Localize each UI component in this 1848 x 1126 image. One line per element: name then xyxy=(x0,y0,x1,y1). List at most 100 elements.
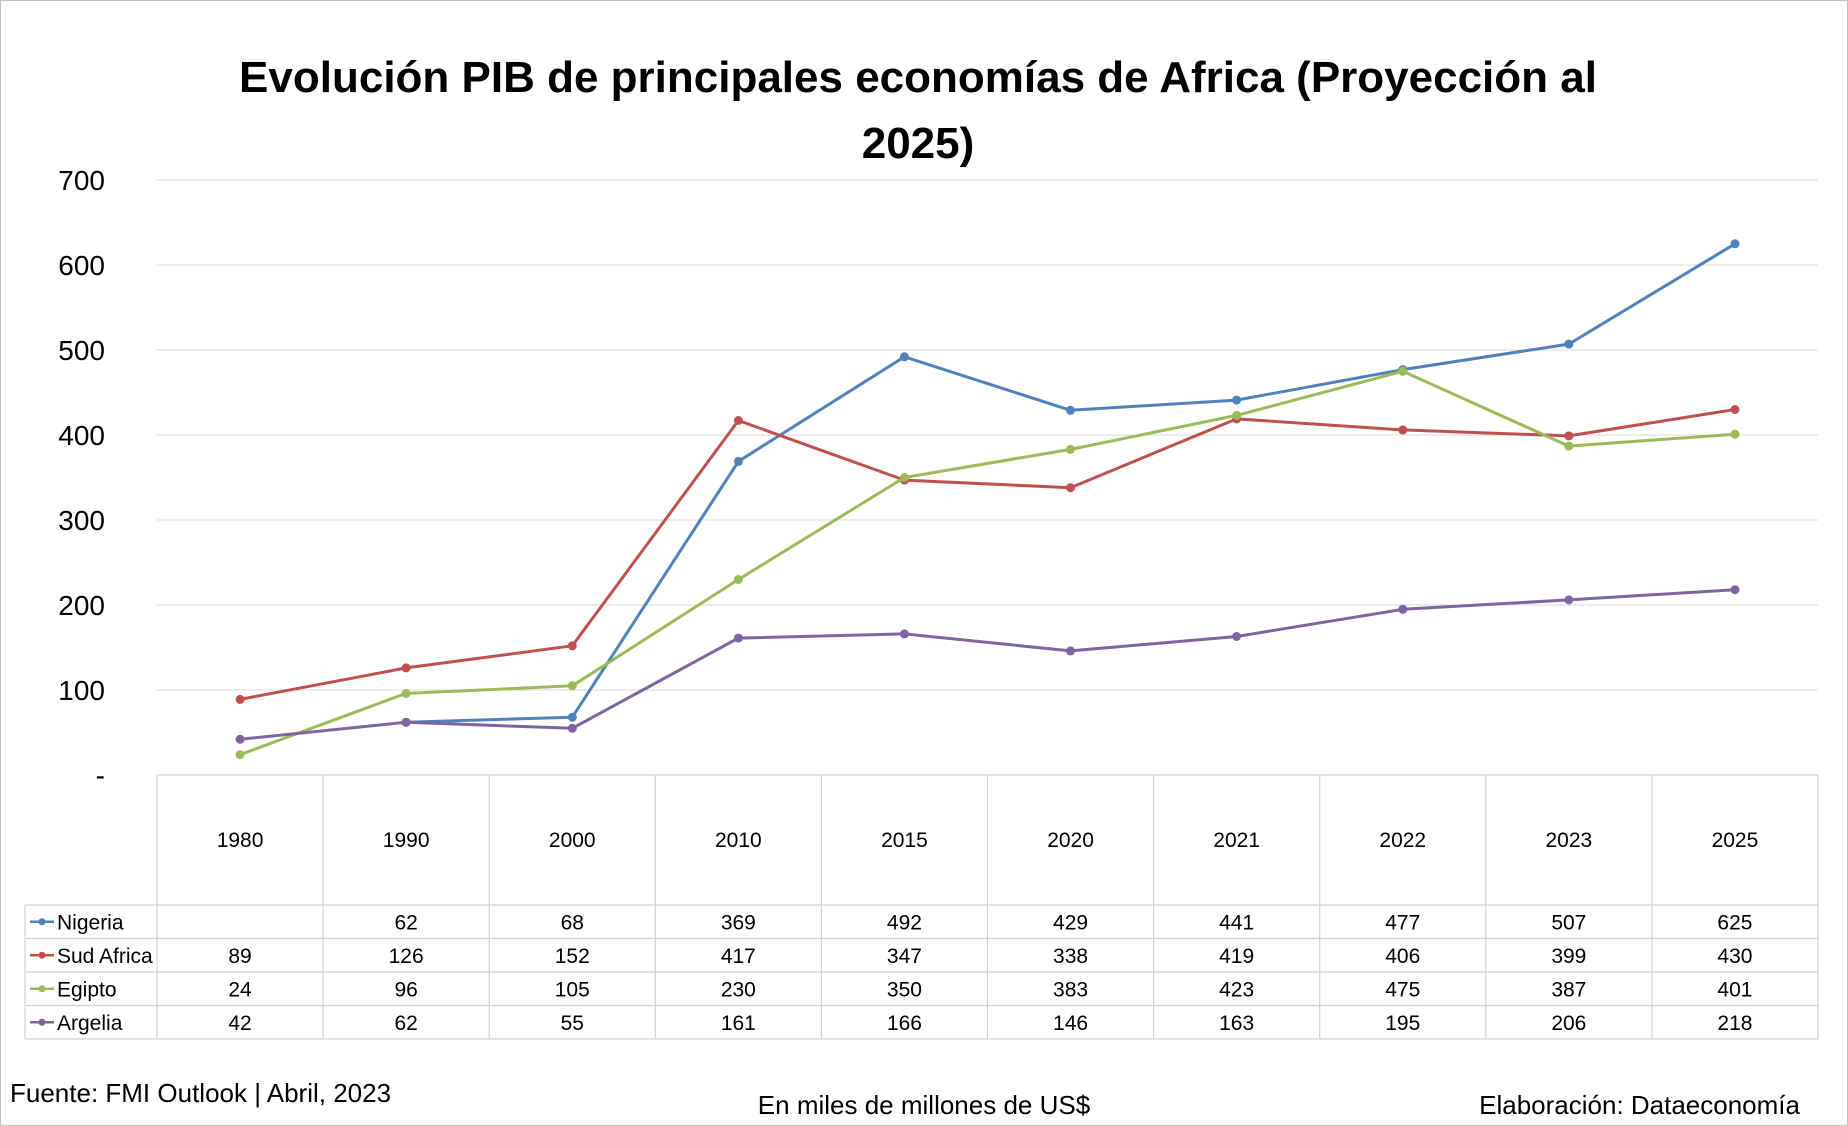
table-cell-value: 24 xyxy=(228,978,252,1001)
data-point xyxy=(1564,339,1574,349)
data-point xyxy=(733,416,743,425)
table-cell-value: 399 xyxy=(1551,945,1586,968)
data-point xyxy=(899,629,909,639)
table-cell-value: 429 xyxy=(1053,911,1088,934)
series-lines xyxy=(235,239,1740,760)
series-line xyxy=(239,369,1736,757)
source-note: Fuente: FMI Outlook | Abril, 2023 xyxy=(10,1078,391,1108)
legend-marker-key xyxy=(38,1018,46,1026)
table-cell-value: 206 xyxy=(1551,1012,1586,1035)
data-point xyxy=(401,688,411,698)
table-cell-value: 387 xyxy=(1551,978,1586,1001)
table-cell-value: 507 xyxy=(1551,911,1586,934)
data-table: 1980 1990 2000 2010 2015 2020 2021 2022 2023 2025… xyxy=(24,774,1819,1040)
data-point xyxy=(1398,604,1408,614)
table-cell-value: 166 xyxy=(887,1012,922,1035)
table-cell-value: 350 xyxy=(887,978,922,1001)
table-cell-value: 152 xyxy=(555,945,590,968)
data-point xyxy=(567,641,577,651)
y-tick-label: - xyxy=(96,760,105,791)
data-point xyxy=(899,352,909,362)
table-cell-value: 419 xyxy=(1219,945,1254,968)
table-cell-value: 401 xyxy=(1717,978,1752,1001)
table-cell-value: 477 xyxy=(1385,911,1420,934)
x-category-label: 2022 xyxy=(1379,829,1426,852)
units-note: En miles de millones de US$ xyxy=(758,1090,1091,1120)
table-cell-value: 338 xyxy=(1053,945,1088,968)
legend-series-label: Sud Africa xyxy=(57,945,153,968)
y-tick-label: 600 xyxy=(58,250,105,281)
table-cell-value: 62 xyxy=(394,911,417,934)
y-tick-label: 100 xyxy=(58,675,105,706)
data-point xyxy=(567,723,577,733)
data-point xyxy=(1730,429,1740,439)
series-line xyxy=(239,408,1736,701)
table-cell-value: 423 xyxy=(1219,978,1254,1001)
data-point xyxy=(1398,425,1408,435)
data-point xyxy=(1398,366,1408,376)
x-category-label: 2015 xyxy=(881,829,928,852)
data-point xyxy=(733,456,743,466)
legend-marker-key xyxy=(38,985,46,993)
y-tick-label: 500 xyxy=(58,335,105,366)
data-point xyxy=(1232,395,1242,405)
table-cell-value: 417 xyxy=(721,945,756,968)
x-category-label: 2023 xyxy=(1545,829,1592,852)
data-point xyxy=(1730,239,1740,249)
legend-marker-key xyxy=(38,951,46,959)
data-point xyxy=(235,750,245,760)
table-cell-value: 195 xyxy=(1385,1012,1420,1035)
y-tick-label: 700 xyxy=(58,165,105,196)
table-cell-value: 430 xyxy=(1717,945,1752,968)
x-category-label: 1980 xyxy=(217,829,264,852)
x-category-label: 2010 xyxy=(715,829,762,852)
table-cell-value: 68 xyxy=(561,911,584,934)
table-cell-value: 218 xyxy=(1717,1012,1752,1035)
legend-marker-key xyxy=(38,918,46,926)
data-point xyxy=(733,575,743,584)
table-cell-value: 625 xyxy=(1717,911,1752,934)
y-tick-label: 400 xyxy=(58,420,105,451)
data-point xyxy=(1232,632,1242,641)
table-cell-value: 62 xyxy=(394,1012,417,1035)
data-point xyxy=(1232,410,1242,420)
data-point xyxy=(1564,595,1574,605)
chart-title-line-2: 2025) xyxy=(862,119,975,168)
table-cell-value: 89 xyxy=(228,945,251,968)
table-cell-value: 55 xyxy=(561,1012,584,1035)
table-cell-value: 146 xyxy=(1053,1012,1088,1035)
data-point xyxy=(1564,441,1574,451)
chart-title-line-1: Evolución PIB de principales economías d… xyxy=(239,53,1597,102)
data-point xyxy=(899,473,909,482)
x-category-label: 2025 xyxy=(1712,829,1759,852)
data-point xyxy=(567,712,577,722)
data-point xyxy=(1066,405,1075,415)
table-cell-value: 369 xyxy=(721,911,756,934)
x-category-label: 2021 xyxy=(1213,829,1260,852)
table-cell-value: 230 xyxy=(721,978,756,1001)
table-cell-value: 96 xyxy=(394,978,417,1001)
legend-series-label: Argelia xyxy=(57,1012,123,1035)
table-cell-value: 126 xyxy=(389,945,424,968)
data-point xyxy=(235,734,245,744)
table-cell-value: 406 xyxy=(1385,945,1420,968)
data-point xyxy=(235,694,245,704)
table-cell-value: 383 xyxy=(1053,978,1088,1001)
table-cell-value: 475 xyxy=(1385,978,1420,1001)
credit-note: Elaboración: Dataeconomía xyxy=(1479,1090,1800,1120)
data-point xyxy=(1066,646,1075,656)
legend-series-label: Egipto xyxy=(57,978,117,1001)
y-tick-label: 300 xyxy=(58,505,105,536)
data-point xyxy=(401,717,411,727)
data-point xyxy=(1730,405,1740,414)
series-line xyxy=(239,588,1736,741)
table-cell-value: 105 xyxy=(555,978,590,1001)
table-cell-value: 42 xyxy=(228,1012,251,1035)
data-point xyxy=(1564,431,1574,441)
x-category-label: 2020 xyxy=(1047,829,1094,852)
data-point xyxy=(1730,585,1740,595)
table-cell-value: 161 xyxy=(721,1012,756,1035)
data-point xyxy=(1066,483,1075,493)
table-cell-value: 441 xyxy=(1219,911,1254,934)
